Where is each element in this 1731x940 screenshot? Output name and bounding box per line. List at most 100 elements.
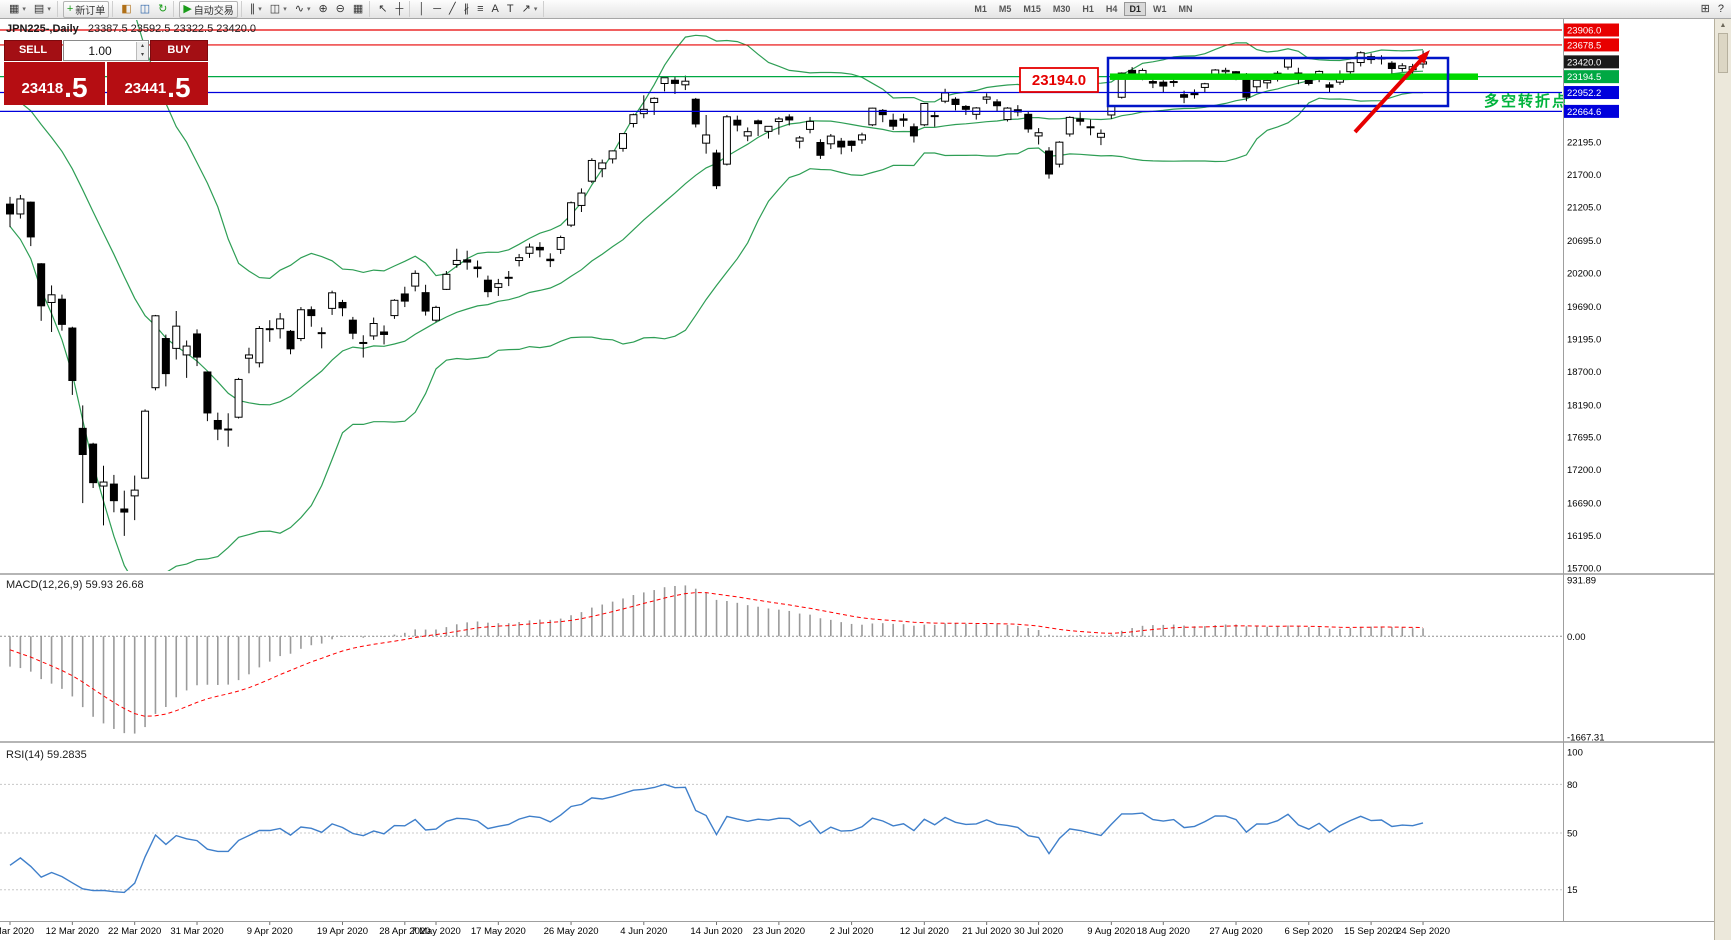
scroll-up-icon[interactable]: ▲ bbox=[1719, 22, 1727, 29]
candle bbox=[546, 258, 555, 262]
crosshair-icon: ┼ bbox=[395, 2, 404, 15]
rsi-axis-label: 100 bbox=[1567, 748, 1583, 759]
market-watch-icon[interactable]: ◧ bbox=[117, 1, 135, 18]
fullscreen-icon[interactable]: ⊞ bbox=[1700, 2, 1710, 15]
tile-windows-icon[interactable]: ▦ bbox=[349, 1, 367, 18]
help-icon[interactable]: ? bbox=[1717, 2, 1724, 15]
text-icon: A bbox=[491, 2, 499, 15]
candle bbox=[494, 283, 503, 288]
price-tag-label: 23194.0 bbox=[1032, 72, 1086, 89]
cursor-icon[interactable]: ↖ bbox=[374, 1, 391, 18]
sell-price[interactable]: 23418.5 bbox=[4, 62, 105, 105]
candle bbox=[525, 246, 534, 254]
autotrading-button[interactable]: ▶ 自动交易 bbox=[179, 0, 238, 18]
candle bbox=[307, 309, 316, 317]
candle bbox=[1200, 83, 1209, 88]
time-axis-label: 12 Mar 2020 bbox=[46, 926, 99, 937]
candle bbox=[650, 97, 659, 104]
new-order-button[interactable]: + 新订单 bbox=[62, 0, 110, 18]
time-axis-label: 7 May 2020 bbox=[411, 926, 461, 937]
new-order-label: 新订单 bbox=[75, 5, 106, 17]
timeframe-d1[interactable]: D1 bbox=[1124, 2, 1146, 16]
rsi-axis-label: 50 bbox=[1567, 829, 1578, 840]
candle bbox=[608, 150, 617, 160]
price-axis-label: 18190.0 bbox=[1567, 400, 1601, 411]
candle bbox=[161, 338, 170, 375]
trendline-icon: ╱ bbox=[448, 2, 456, 15]
line-chart-icon[interactable]: ∿ ▾ bbox=[291, 1, 315, 18]
candle bbox=[130, 489, 139, 497]
candle bbox=[961, 105, 970, 110]
breakout-arrow bbox=[1353, 58, 1423, 134]
fibonacci-icon[interactable]: ≡ bbox=[473, 1, 487, 18]
price-level-badge-label: 22952.2 bbox=[1567, 88, 1601, 99]
timeframe-m5[interactable]: M5 bbox=[998, 4, 1012, 14]
timeframe-h1[interactable]: H1 bbox=[1082, 4, 1094, 14]
candle bbox=[1128, 69, 1137, 74]
chevron-down-icon: ▾ bbox=[47, 6, 51, 13]
candle bbox=[868, 107, 877, 126]
pane-splitter-macd[interactable] bbox=[0, 573, 1714, 575]
profiles-icon[interactable]: ▤ ▾ bbox=[30, 1, 55, 18]
refresh-icon: ↻ bbox=[158, 2, 168, 15]
price-axis-label: 20695.0 bbox=[1567, 236, 1601, 247]
lot-size-field[interactable]: 1.00 ▴ ▾ bbox=[63, 40, 149, 61]
candle bbox=[47, 294, 56, 303]
equidistant-channel-icon[interactable]: ∦ bbox=[460, 1, 474, 18]
scroll-thumb[interactable] bbox=[1718, 33, 1728, 73]
timeframe-w1[interactable]: W1 bbox=[1152, 4, 1167, 14]
arrows-icon[interactable]: ↗ ▾ bbox=[518, 1, 542, 18]
crosshair-icon[interactable]: ┼ bbox=[392, 1, 408, 18]
navigator-icon[interactable]: ◫ bbox=[136, 1, 154, 18]
text-icon[interactable]: A bbox=[488, 1, 503, 18]
timeframe-m1[interactable]: M1 bbox=[974, 4, 987, 14]
zoom-in-icon[interactable]: ⊕ bbox=[314, 1, 331, 18]
lot-decrease-button[interactable]: ▾ bbox=[137, 50, 148, 60]
candle bbox=[26, 201, 35, 238]
candle bbox=[826, 135, 835, 145]
candle bbox=[712, 152, 721, 187]
timeframe-toolbar: M1 M5 M15 M30 H1 H4 D1 W1 MN bbox=[966, 1, 1200, 17]
buy-price[interactable]: 23441.5 bbox=[107, 62, 208, 105]
candle bbox=[951, 98, 960, 105]
buy-button[interactable]: BUY bbox=[150, 40, 208, 61]
price-axis-label: 17695.0 bbox=[1567, 433, 1601, 444]
candle bbox=[1180, 94, 1189, 98]
timeframe-mn[interactable]: MN bbox=[1178, 4, 1193, 14]
candle bbox=[535, 246, 544, 251]
horizontal-line-icon[interactable]: ─ bbox=[429, 1, 445, 18]
price-axis-label: 16195.0 bbox=[1567, 531, 1601, 542]
bar-chart-icon[interactable]: ∥ ▾ bbox=[246, 1, 266, 18]
candle bbox=[1076, 118, 1085, 122]
candlestick-chart-icon[interactable]: ◫ ▾ bbox=[266, 1, 291, 18]
line-chart-icon: ∿ bbox=[294, 2, 304, 15]
sell-button[interactable]: SELL bbox=[4, 40, 62, 61]
time-axis-label: 26 May 2020 bbox=[544, 926, 599, 937]
time-axis-label: 15 Sep 2020 bbox=[1344, 926, 1398, 937]
timeframe-m15[interactable]: M15 bbox=[1023, 4, 1041, 14]
candle bbox=[1159, 81, 1168, 87]
pane-splitter-rsi[interactable] bbox=[0, 741, 1714, 743]
candle bbox=[380, 331, 389, 335]
candle bbox=[1221, 69, 1230, 73]
time-axis-label: 30 Jul 2020 bbox=[1014, 926, 1063, 937]
zoom-out-icon[interactable]: ⊖ bbox=[332, 1, 349, 18]
label-icon[interactable]: T bbox=[503, 1, 518, 18]
candle bbox=[982, 96, 991, 100]
label-icon: T bbox=[506, 2, 514, 15]
timeframe-h4[interactable]: H4 bbox=[1105, 4, 1118, 14]
lot-increase-button[interactable]: ▴ bbox=[137, 41, 148, 51]
timeframe-m30[interactable]: M30 bbox=[1052, 4, 1071, 14]
candle bbox=[1045, 150, 1053, 175]
candle bbox=[1398, 65, 1407, 69]
right-scrollbar[interactable]: ▲ bbox=[1714, 19, 1731, 940]
trendline-icon[interactable]: ╱ bbox=[445, 1, 460, 18]
candle bbox=[411, 272, 420, 287]
order-group: + 新订单 bbox=[60, 0, 114, 18]
new-chart-icon[interactable]: ▦ ▾ bbox=[5, 1, 30, 18]
chevron-down-icon: ▾ bbox=[306, 6, 311, 13]
vertical-line-icon[interactable]: │ bbox=[414, 1, 429, 18]
refresh-icon[interactable]: ↻ bbox=[154, 1, 171, 18]
candle bbox=[515, 257, 524, 262]
